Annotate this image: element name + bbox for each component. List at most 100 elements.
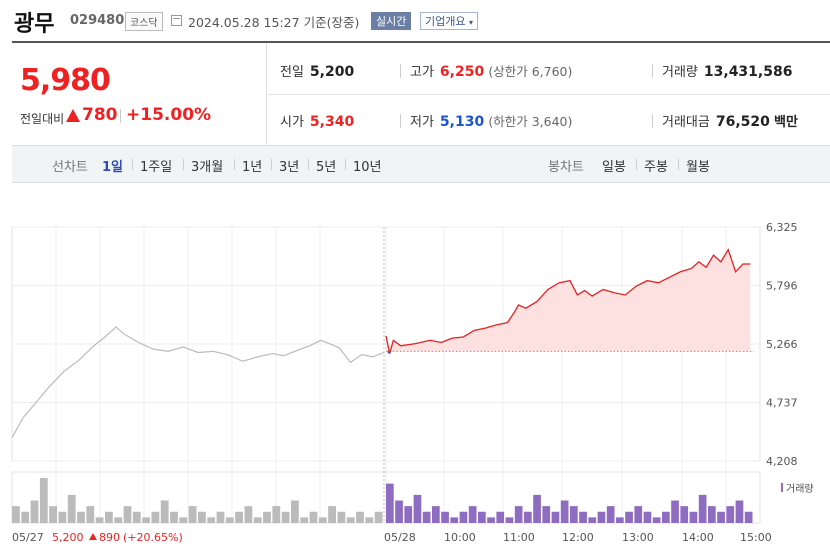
today-volume-bar — [671, 500, 679, 523]
prev-day-change-caption: 890 — [99, 531, 120, 544]
prev-day-volume-bar — [244, 506, 253, 523]
price-panel: 5,980 전일대비 780 +15.00% — [12, 43, 267, 145]
prev-day-volume-bar — [207, 517, 216, 523]
prev-day-volume-bar — [263, 511, 271, 523]
today-volume-bar — [422, 511, 431, 523]
tab-3months[interactable]: 3개월 — [191, 160, 224, 175]
prev-day-volume-bar — [95, 517, 104, 523]
cell-separator — [400, 64, 401, 78]
change-value: 780 — [82, 105, 118, 125]
chart-period-tabs: 선차트 1일 1주일 3개월 1년 3년 5년 10년 봉차트 일봉 주봉 월봉 — [12, 146, 830, 183]
tab-separator — [678, 159, 679, 170]
x-tick-label: 15:00 — [740, 531, 772, 544]
y-tick-label: 5,266 — [766, 338, 798, 351]
x-tick-label: 13:00 — [622, 531, 654, 544]
prev-day-volume-bar — [170, 511, 178, 523]
tab-separator — [183, 159, 184, 170]
today-volume-bar — [496, 511, 505, 523]
prev-day-volume-bar — [328, 506, 336, 523]
prev-day-volume-bar — [309, 511, 318, 523]
prev-day-volume-bar — [235, 511, 243, 523]
x-tick-label: 05/28 — [384, 531, 416, 544]
volume-legend-label: 거래량 — [786, 483, 814, 495]
current-price: 5,980 — [20, 63, 111, 98]
tab-1year[interactable]: 1년 — [242, 160, 263, 175]
today-volume-bar — [643, 511, 652, 523]
stock-name: 광무 — [14, 12, 55, 37]
prev-day-volume-bar — [77, 511, 85, 523]
prev-day-volume-bar — [132, 511, 141, 523]
prev-day-volume-bar — [337, 511, 346, 523]
prev-day-volume-bar — [21, 511, 30, 523]
prev-day-volume-bar — [253, 517, 262, 523]
today-volume-bar — [459, 511, 468, 523]
y-tick-label: 4,208 — [766, 455, 798, 468]
market-badge: 코스닥 — [125, 12, 163, 31]
change-separator — [120, 109, 121, 123]
day-low: 저가 5,130 (하한가 3,640) — [410, 114, 573, 130]
y-tick-label: 4,737 — [766, 397, 798, 410]
tab-separator — [132, 159, 133, 170]
prev-day-volume-bar — [12, 506, 20, 523]
quote-datetime: 2024.05.28 15:27 기준(장중) — [188, 15, 360, 30]
today-volume-bar — [487, 517, 495, 523]
today-volume-bar — [468, 506, 477, 523]
prev-day-volume-bar — [67, 494, 76, 523]
today-volume-bar — [432, 506, 440, 523]
company-overview-button[interactable]: 기업개요 ▾ — [420, 12, 478, 30]
prev-day-pct-caption: (+20.65%) — [123, 531, 183, 544]
today-volume-bar — [735, 500, 744, 523]
tab-1day[interactable]: 1일 — [102, 160, 124, 175]
today-volume-bar — [698, 494, 707, 523]
prev-day-volume-bar — [374, 511, 383, 523]
calendar-icon — [171, 15, 182, 26]
today-volume-bar — [478, 511, 486, 523]
x-tick-label: 11:00 — [503, 531, 535, 544]
change-label: 전일대비 — [20, 112, 65, 126]
prev-day-volume-bar — [198, 511, 206, 523]
stock-code: 029480 — [70, 13, 125, 28]
tab-1week[interactable]: 1주일 — [140, 160, 173, 175]
prev-day-close-caption: 5,200 — [52, 531, 84, 544]
day-high: 고가 6,250 (상한가 6,760) — [410, 64, 573, 80]
prev-day-volume-bar — [123, 506, 132, 523]
tab-10years[interactable]: 10년 — [353, 160, 382, 175]
trade-amount: 거래대금 76,520 백만 — [662, 114, 798, 130]
tab-monthly-candle[interactable]: 월봉 — [686, 160, 710, 175]
prev-day-volume-bar — [365, 517, 374, 523]
today-volume-bar — [505, 517, 514, 523]
tab-daily-candle[interactable]: 일봉 — [602, 160, 626, 175]
prev-day-volume-bar — [39, 478, 48, 523]
realtime-button[interactable]: 실시간 — [371, 12, 412, 30]
today-volume-bar — [441, 511, 449, 523]
cell-separator — [400, 114, 401, 128]
today-volume-bar — [533, 494, 541, 523]
candle-chart-label: 봉차트 — [548, 160, 584, 175]
tab-5years[interactable]: 5년 — [316, 160, 337, 175]
cell-separator — [652, 64, 653, 78]
tab-separator — [271, 159, 272, 170]
today-volume-bar — [404, 506, 413, 523]
today-volume-bar — [634, 506, 643, 523]
today-dip-segment — [387, 350, 391, 355]
prev-day-volume-bar — [151, 511, 160, 523]
prev-day-volume-bar — [114, 517, 123, 523]
today-volume-bar — [680, 506, 689, 523]
quote-summary: 5,980 전일대비 780 +15.00% 전일 5,200 고가 6,250 (… — [12, 43, 830, 146]
today-volume-bar — [413, 494, 422, 523]
tab-weekly-candle[interactable]: 주봉 — [644, 160, 668, 175]
prev-day-volume-bar — [272, 506, 281, 523]
today-volume-bar — [708, 506, 716, 523]
tab-3years[interactable]: 3년 — [279, 160, 300, 175]
today-volume-bar — [625, 511, 633, 523]
today-volume-bar — [386, 483, 394, 523]
today-volume-bar — [579, 511, 587, 523]
volume: 거래량 13,431,586 — [662, 64, 793, 80]
chevron-down-icon: ▾ — [468, 18, 473, 27]
prev-day-volume-bar — [225, 517, 234, 523]
today-volume-bar — [551, 511, 560, 523]
prev-day-volume-bar — [160, 500, 169, 523]
prev-day-volume-bar — [30, 500, 39, 523]
today-volume-bar — [616, 517, 624, 523]
